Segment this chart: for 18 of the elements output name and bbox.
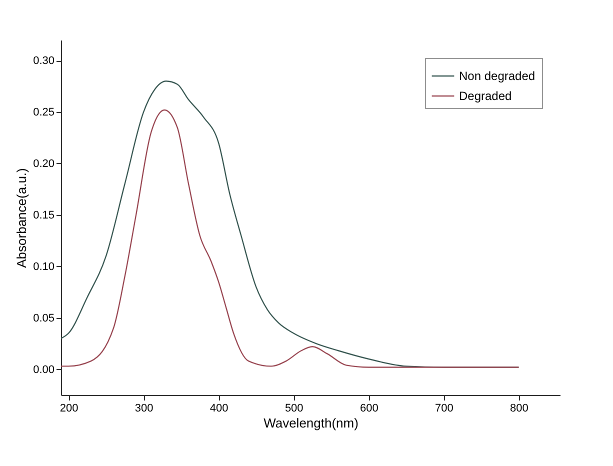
x-tick-label: 600 — [360, 402, 378, 414]
y-tick-label: 0.05 — [33, 312, 54, 324]
x-tick-label: 200 — [60, 402, 78, 414]
legend-label: Degraded — [459, 89, 512, 103]
y-tick-label: 0.25 — [33, 106, 54, 119]
x-tick-label: 300 — [134, 402, 154, 414]
y-axis-title: Absorbance(a.u.) — [14, 168, 30, 268]
x-tick-label: 700 — [435, 402, 454, 414]
y-tick-label: 0.20 — [33, 158, 54, 170]
x-axis-title: Wavelength(nm) — [264, 416, 358, 430]
y-tick-label: 0.15 — [33, 209, 54, 222]
legend-label: Non degraded — [459, 69, 536, 83]
y-tick-label: 0.00 — [33, 364, 54, 376]
x-tick-label: 500 — [284, 402, 304, 414]
x-tick-label: 400 — [210, 402, 228, 414]
y-tick-label: 0.10 — [33, 260, 54, 273]
x-tick-label: 800 — [510, 402, 528, 414]
y-tick-label: 0.30 — [33, 55, 54, 68]
